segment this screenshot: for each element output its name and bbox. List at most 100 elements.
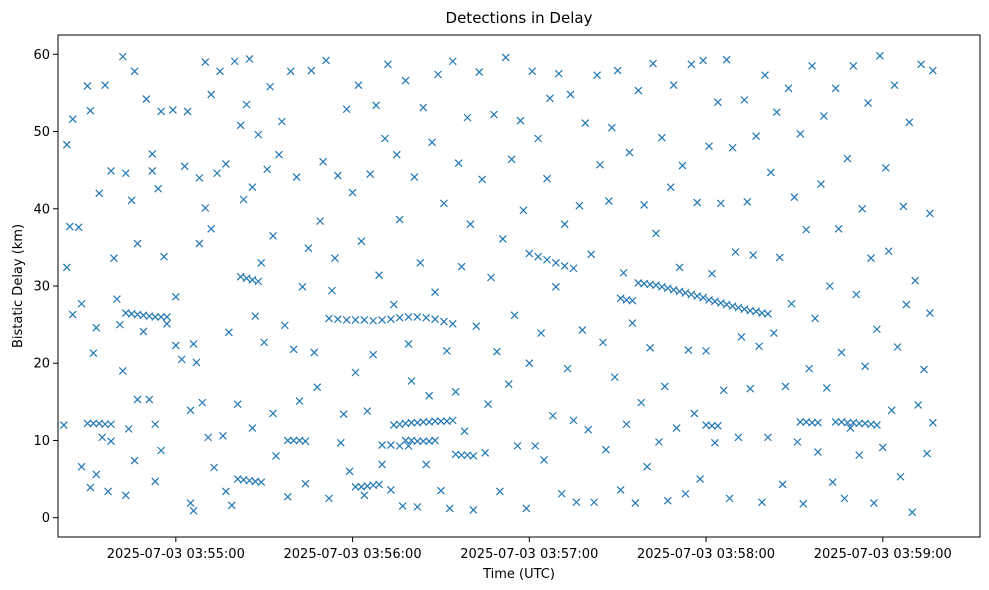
y-tick-label: 40 bbox=[33, 202, 50, 217]
scatter-point bbox=[266, 82, 275, 91]
track-point bbox=[669, 285, 678, 294]
scatter-point bbox=[708, 269, 716, 278]
track-point bbox=[395, 313, 404, 322]
scatter-point bbox=[62, 263, 71, 272]
scatter-point bbox=[828, 478, 837, 487]
scatter-point bbox=[778, 480, 787, 489]
scatter-point bbox=[817, 180, 825, 188]
scatter-point bbox=[183, 107, 192, 116]
track-point bbox=[422, 313, 431, 322]
scatter-point bbox=[286, 67, 295, 76]
scatter-point bbox=[275, 150, 283, 159]
scatter-point bbox=[86, 483, 95, 492]
scatter-point bbox=[263, 165, 272, 174]
scatter-point bbox=[616, 485, 625, 494]
scatter-point bbox=[301, 479, 310, 488]
y-tick-label: 20 bbox=[33, 357, 50, 372]
scatter-point bbox=[634, 86, 643, 95]
scatter-point bbox=[843, 154, 852, 163]
track-point bbox=[360, 316, 369, 324]
scatter-point bbox=[672, 424, 681, 433]
track-point bbox=[248, 275, 257, 284]
scatter-point bbox=[590, 498, 599, 507]
track-point bbox=[413, 312, 422, 321]
scatter-point bbox=[702, 346, 710, 355]
y-tick-label: 0 bbox=[42, 511, 50, 526]
scatter-point bbox=[342, 105, 351, 114]
scatter-point bbox=[519, 206, 528, 215]
track-point bbox=[657, 282, 666, 291]
scatter-point bbox=[251, 312, 260, 321]
scatter-point bbox=[118, 367, 127, 375]
scatter-point bbox=[466, 220, 475, 229]
track-point bbox=[375, 480, 384, 489]
scatter-point bbox=[495, 487, 504, 496]
scatter-point bbox=[422, 460, 431, 469]
scatter-point bbox=[416, 258, 425, 267]
scatter-point bbox=[463, 113, 472, 122]
scatter-point bbox=[631, 499, 640, 507]
scatter-point bbox=[330, 254, 339, 263]
scatter-point bbox=[195, 239, 204, 248]
scatter-point bbox=[802, 225, 811, 234]
scatter-point bbox=[852, 290, 861, 299]
scatter-point bbox=[381, 134, 389, 143]
scatter-point bbox=[198, 398, 207, 407]
scatter-point bbox=[687, 60, 696, 69]
scatter-point bbox=[516, 116, 525, 125]
scatter-point bbox=[89, 349, 98, 358]
scatter-point bbox=[498, 234, 507, 243]
scatter-point bbox=[74, 223, 83, 232]
scatter-point bbox=[640, 200, 649, 209]
scatter-point bbox=[171, 341, 180, 350]
scatter-point bbox=[575, 201, 584, 210]
scatter-point bbox=[713, 98, 722, 107]
scatter-point bbox=[325, 494, 333, 503]
scatter-point bbox=[210, 463, 219, 472]
scatter-point bbox=[386, 485, 395, 494]
scatter-point bbox=[434, 70, 442, 79]
scatter-point bbox=[254, 130, 263, 139]
scatter-point bbox=[622, 420, 631, 429]
track-point bbox=[378, 316, 386, 324]
scatter-point bbox=[675, 263, 684, 272]
scatter-point bbox=[914, 401, 923, 409]
scatter-point bbox=[289, 345, 298, 354]
scatter-point bbox=[145, 395, 154, 404]
track-point bbox=[437, 417, 445, 426]
track-point bbox=[448, 416, 457, 425]
track-point bbox=[101, 420, 110, 429]
scatter-point bbox=[625, 148, 634, 157]
scatter-point bbox=[154, 184, 163, 193]
scatter-point bbox=[389, 300, 398, 309]
scatter-point bbox=[837, 348, 846, 357]
scatter-point bbox=[437, 486, 445, 495]
track-point bbox=[342, 316, 351, 324]
scatter-point bbox=[101, 81, 110, 90]
scatter-point bbox=[207, 90, 216, 99]
scatter-point bbox=[911, 276, 920, 285]
y-tick-label: 60 bbox=[33, 48, 50, 63]
scatter-point bbox=[507, 155, 516, 164]
scatter-point bbox=[351, 368, 360, 377]
scatter-point bbox=[357, 237, 366, 246]
track-point bbox=[722, 300, 731, 309]
scatter-point bbox=[233, 400, 242, 409]
scatter-point bbox=[272, 451, 280, 460]
scatter-point bbox=[201, 58, 210, 66]
scatter-point bbox=[151, 477, 160, 486]
scatter-point bbox=[811, 314, 819, 323]
plot-area bbox=[57, 34, 981, 538]
scatter-point bbox=[669, 81, 678, 90]
scatter-point bbox=[68, 115, 77, 124]
scatter-point bbox=[180, 162, 189, 171]
scatter-point bbox=[787, 299, 796, 308]
scatter-point bbox=[528, 67, 537, 76]
scatter-point bbox=[322, 56, 330, 65]
scatter-point bbox=[213, 169, 221, 178]
scatter-point bbox=[148, 167, 157, 175]
track-point bbox=[439, 317, 448, 326]
scatter-point bbox=[239, 195, 248, 204]
scatter-point bbox=[336, 438, 345, 447]
scatter-point bbox=[637, 398, 646, 407]
